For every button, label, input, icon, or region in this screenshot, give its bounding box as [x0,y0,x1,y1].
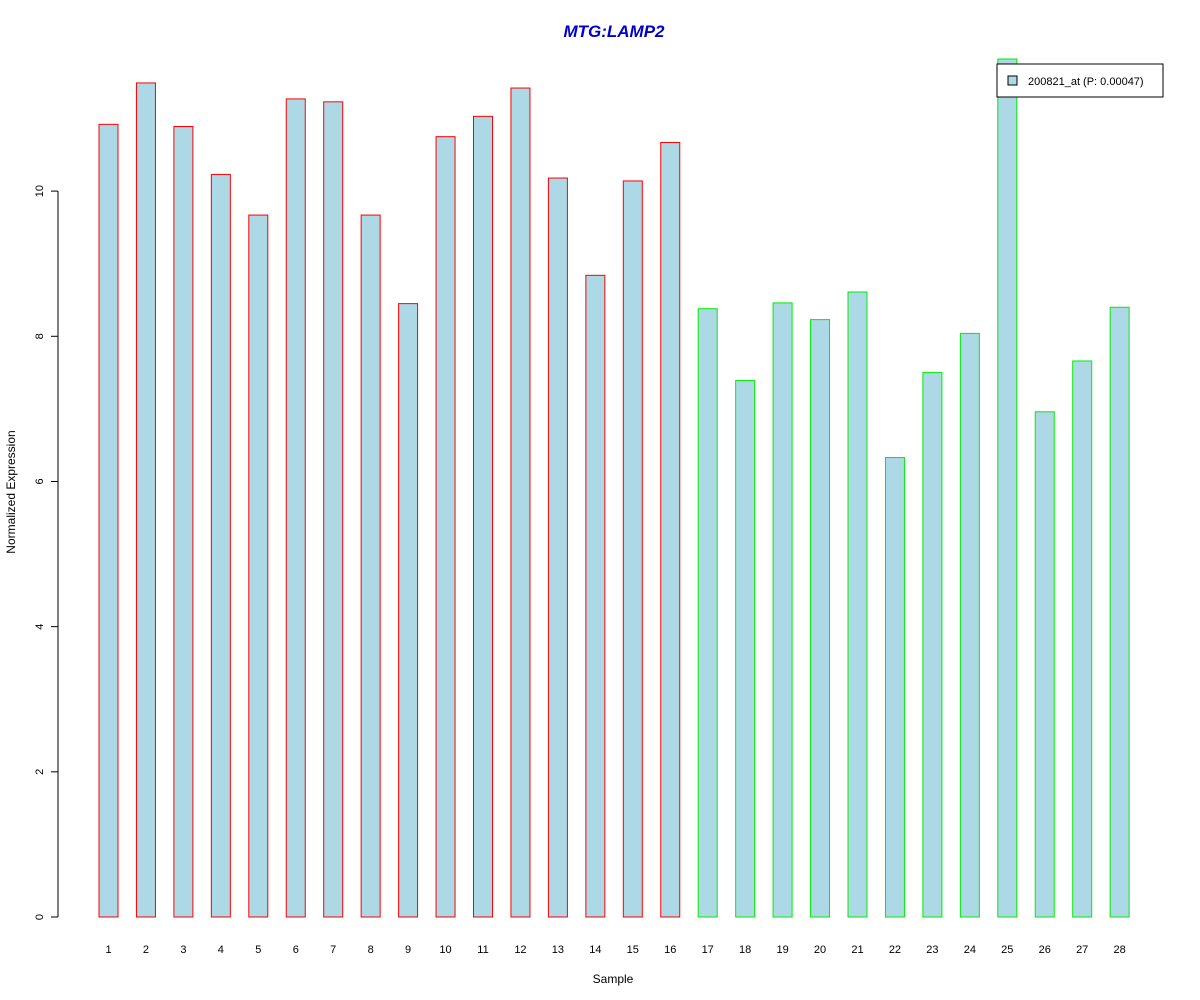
bar [473,115,493,918]
x-tick-label: 26 [1039,944,1051,956]
bar [697,308,718,918]
x-tick-label: 16 [664,944,676,956]
y-tick-label: 4 [34,624,46,630]
x-tick-label: 5 [255,944,261,956]
bar [510,87,531,918]
x-tick-label: 14 [589,944,601,956]
bar [1072,360,1093,918]
legend-swatch [1007,75,1018,86]
legend-box [996,63,1164,98]
x-tick-label: 13 [552,944,564,956]
bar [435,136,456,918]
x-tick-label: 20 [814,944,826,956]
x-tick-label: 24 [964,944,976,956]
x-tick-label: 22 [889,944,901,956]
bar [398,303,419,918]
x-tick-label: 28 [1114,944,1126,956]
x-tick-label: 25 [1001,944,1013,956]
x-tick-label: 27 [1076,944,1088,956]
y-tick-label: 2 [34,769,46,775]
x-tick-label: 6 [293,944,299,956]
bar [810,319,831,918]
bar [547,177,568,918]
legend: 200821_at (P: 0.00047) [996,63,1164,98]
bar [323,101,344,918]
bar [660,141,681,918]
x-tick-label: 17 [702,944,714,956]
bar [959,332,980,918]
x-tick-label: 19 [776,944,788,956]
bar [135,82,156,918]
x-tick-label: 2 [143,944,149,956]
y-tick-label: 10 [34,185,46,197]
y-axis: 0 2 4 6 8 10 [34,185,59,920]
bar [884,457,905,918]
x-tick-label: 12 [514,944,526,956]
bar [210,173,231,918]
x-tick-label: 9 [405,944,411,956]
bar [360,214,381,918]
x-tick-label: 8 [368,944,374,956]
y-tick-label: 0 [34,914,46,920]
bar [772,302,793,918]
legend-label: 200821_at (P: 0.00047) [1028,76,1144,88]
bar [922,372,943,918]
bars [98,58,1130,918]
x-tick-label: 3 [180,944,186,956]
x-tick-label: 21 [851,944,863,956]
bar [173,126,194,918]
bar [248,214,269,918]
y-tick-label: 8 [34,333,46,339]
x-tick-label: 11 [477,944,488,956]
x-tick-label: 7 [330,944,336,956]
y-axis-label: Normalized Expression [4,430,18,553]
x-tick-label: 10 [439,944,451,956]
bar [285,98,306,918]
bar [997,58,1018,918]
bar [847,291,868,918]
x-tick-label: 18 [739,944,751,956]
bar [735,380,756,918]
y-tick-label: 6 [34,478,46,484]
x-tick-labels: 1 2 3 4 5 6 7 8 9 10 11 12 13 14 15 16 17 18 19 20 21 22 23 24 2… [105,944,1125,956]
chart-title: MTG:LAMP2 [563,22,665,41]
bar [98,123,119,918]
bar [585,274,606,918]
x-axis-label: Sample [593,972,634,986]
bar [1034,411,1055,918]
bar [622,180,643,918]
x-tick-label: 4 [218,944,224,956]
x-tick-label: 15 [627,944,639,956]
x-tick-label: 1 [105,944,111,956]
bar [1109,306,1130,918]
x-tick-label: 23 [926,944,938,956]
